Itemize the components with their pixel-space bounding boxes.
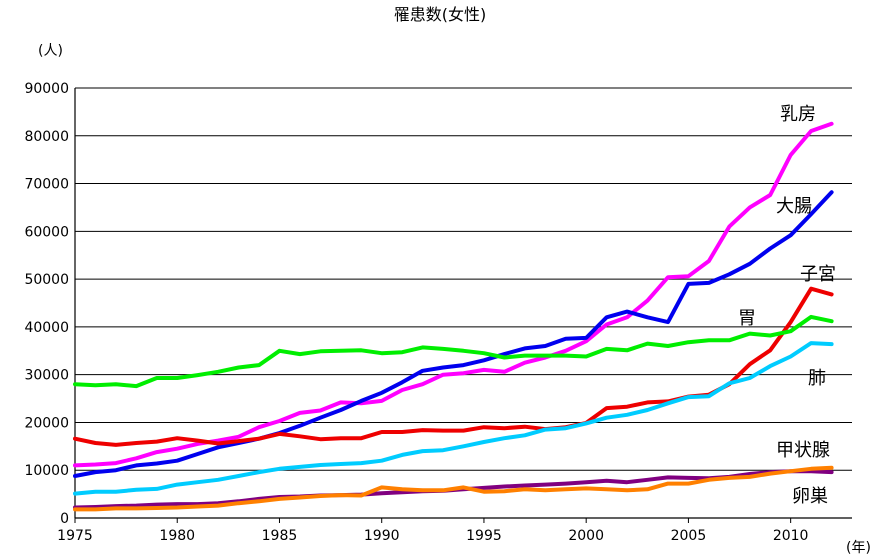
x-tick-label: 2000	[568, 528, 604, 544]
x-tick-label: 2010	[773, 528, 809, 544]
x-tick-label: 1995	[466, 528, 502, 544]
series-label-1: 乳房	[780, 104, 816, 125]
y-tick-label: 20000	[24, 415, 69, 431]
series-line-5	[73, 341, 834, 496]
y-tick-labels: 0 10000 20000 30000 40000 50000 60000 70000 8000…	[24, 81, 69, 527]
y-tick-label: 80000	[24, 129, 69, 145]
y-tick-label: 70000	[24, 177, 69, 193]
y-tick-label: 0	[60, 511, 69, 527]
series-line-1	[73, 121, 834, 468]
y-tick-label: 30000	[24, 368, 69, 384]
axes	[74, 88, 852, 523]
series-label-7: 卵巣	[792, 486, 828, 507]
series-label-3: 子宮	[800, 264, 836, 285]
y-tick-label: 10000	[24, 463, 69, 479]
x-tick-label: 2005	[671, 528, 707, 544]
y-tick-label: 90000	[24, 81, 69, 97]
y-tick-label: 60000	[24, 224, 69, 240]
series-line-2	[73, 190, 834, 478]
series-line-4	[73, 314, 834, 389]
series-line-7	[73, 465, 834, 512]
x-tick-label: 1980	[159, 528, 195, 544]
x-tick-label: 1975	[57, 528, 93, 544]
series-label-4: 胃	[738, 308, 756, 329]
x-tick-labels: 1975 1980 1985 1990 1995 2000 2005 2010	[57, 528, 808, 544]
x-axis-unit: (年)	[846, 540, 871, 556]
y-tick-label: 40000	[24, 320, 69, 336]
x-tick-label: 1990	[364, 528, 400, 544]
grid-lines	[75, 87, 852, 471]
series-label-5: 肺	[808, 368, 826, 389]
chart-title: 罹患数(女性)	[394, 5, 487, 24]
series-label-6: 甲状腺	[776, 440, 830, 461]
x-tick-label: 1985	[262, 528, 298, 544]
y-tick-label: 50000	[24, 272, 69, 288]
series-label-2: 大腸	[776, 196, 812, 217]
series-lines	[73, 121, 834, 512]
y-axis-unit: (人)	[38, 43, 63, 59]
